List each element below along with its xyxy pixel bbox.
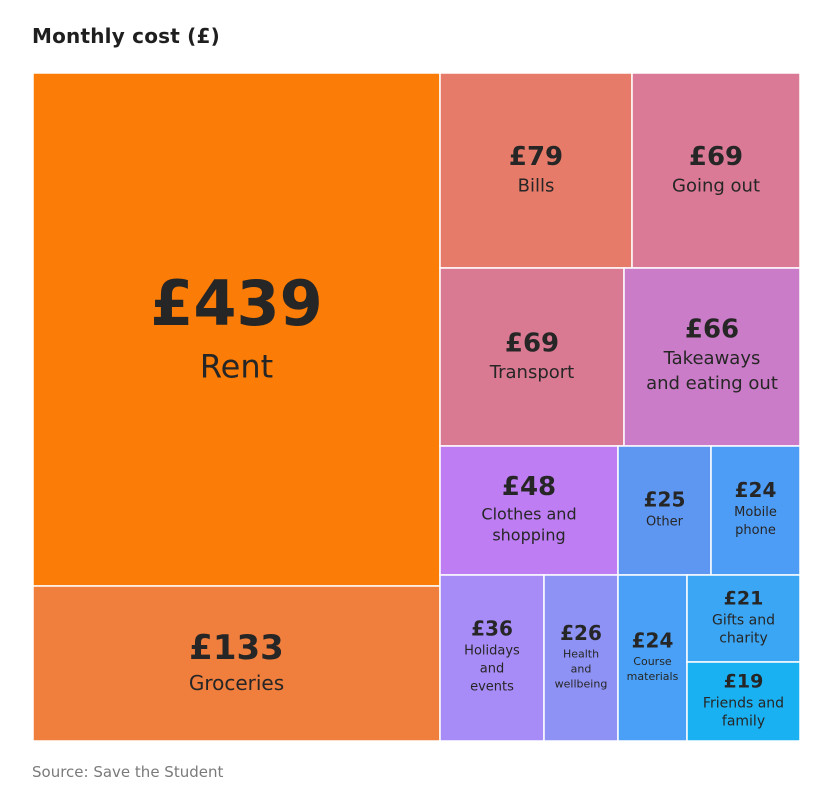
tile-health-and-wellbeing: £26 Health and wellbeing <box>543 574 619 742</box>
tile-other: £25 Other <box>617 445 712 576</box>
tile-value-transport: £69 <box>505 329 559 359</box>
tile-rect-health-and-wellbeing <box>543 574 619 742</box>
tile-value-bills: £79 <box>509 142 563 172</box>
tile-value-gifts-and-charity: £21 <box>724 588 764 610</box>
chart-title: Monthly cost (£) <box>32 24 220 48</box>
tile-label-other: Other <box>646 515 684 530</box>
tile-label-clothes-and-shopping: Clothes and <box>481 505 576 524</box>
tile-label-friends-and-family: family <box>722 713 765 729</box>
tile-rect-bills <box>439 72 633 269</box>
tile-label-groceries: Groceries <box>189 671 284 695</box>
tile-label-holidays-and-events: and <box>480 662 504 677</box>
tile-label-health-and-wellbeing: wellbeing <box>555 677 608 690</box>
tile-holidays-and-events: £36 Holidays and events <box>439 574 545 742</box>
tile-gifts-and-charity: £21 Gifts and charity <box>686 574 801 663</box>
tile-label-course-materials: materials <box>627 670 679 683</box>
tile-rect-holidays-and-events <box>439 574 545 742</box>
tile-value-other: £25 <box>644 488 686 512</box>
tile-value-clothes-and-shopping: £48 <box>502 472 556 502</box>
tile-rect-gifts-and-charity <box>686 574 801 663</box>
tile-rent: £439 Rent <box>32 72 441 587</box>
tile-rect-going-out <box>631 72 801 269</box>
tile-going-out: £69 Going out <box>631 72 801 269</box>
tile-rect-groceries <box>32 585 441 742</box>
tile-label-takeaways-and-eating-out: Takeaways <box>663 348 761 369</box>
tile-takeaways-and-eating-out: £66 Takeaways and eating out <box>623 267 801 447</box>
tile-label-health-and-wellbeing: Health <box>563 647 599 660</box>
tile-transport: £69 Transport <box>439 267 625 447</box>
tile-clothes-and-shopping: £48 Clothes and shopping <box>439 445 619 576</box>
tile-label-rent: Rent <box>200 348 273 386</box>
tile-value-takeaways-and-eating-out: £66 <box>685 315 739 345</box>
tile-value-rent: £439 <box>150 267 323 340</box>
tile-label-course-materials: Course <box>633 655 672 668</box>
tile-friends-and-family: £19 Friends and family <box>686 661 801 742</box>
tile-label-holidays-and-events: Holidays <box>464 644 520 659</box>
tile-value-course-materials: £24 <box>632 629 674 653</box>
tile-value-groceries: £133 <box>189 628 284 668</box>
tile-value-mobile-phone: £24 <box>735 478 777 502</box>
tile-rect-mobile-phone <box>710 445 801 576</box>
tile-value-friends-and-family: £19 <box>724 671 764 693</box>
tile-rect-other <box>617 445 712 576</box>
tile-label-clothes-and-shopping: shopping <box>492 526 565 545</box>
tile-bills: £79 Bills <box>439 72 633 269</box>
tile-rect-rent <box>32 72 441 587</box>
tile-rect-clothes-and-shopping <box>439 445 619 576</box>
tile-label-takeaways-and-eating-out: and eating out <box>646 373 778 394</box>
tile-value-going-out: £69 <box>689 142 743 172</box>
tile-label-mobile-phone: Mobile <box>734 505 777 520</box>
tile-value-holidays-and-events: £36 <box>471 617 513 641</box>
tile-label-friends-and-family: Friends and <box>703 695 784 711</box>
tile-course-materials: £24 Course materials <box>617 574 688 742</box>
tile-groceries: £133 Groceries <box>32 585 441 742</box>
tile-label-going-out: Going out <box>672 175 760 196</box>
tile-label-bills: Bills <box>518 175 555 196</box>
tile-label-holidays-and-events: events <box>470 680 514 695</box>
tile-label-health-and-wellbeing: and <box>571 662 592 675</box>
tile-rect-friends-and-family <box>686 661 801 742</box>
tile-mobile-phone: £24 Mobile phone <box>710 445 801 576</box>
tile-label-gifts-and-charity: Gifts and <box>712 612 775 628</box>
tile-label-gifts-and-charity: charity <box>719 630 768 646</box>
tile-label-mobile-phone: phone <box>735 523 776 538</box>
tile-value-health-and-wellbeing: £26 <box>560 621 602 645</box>
tile-rect-course-materials <box>617 574 688 742</box>
tile-label-transport: Transport <box>489 362 574 383</box>
source-note: Source: Save the Student <box>32 763 224 781</box>
